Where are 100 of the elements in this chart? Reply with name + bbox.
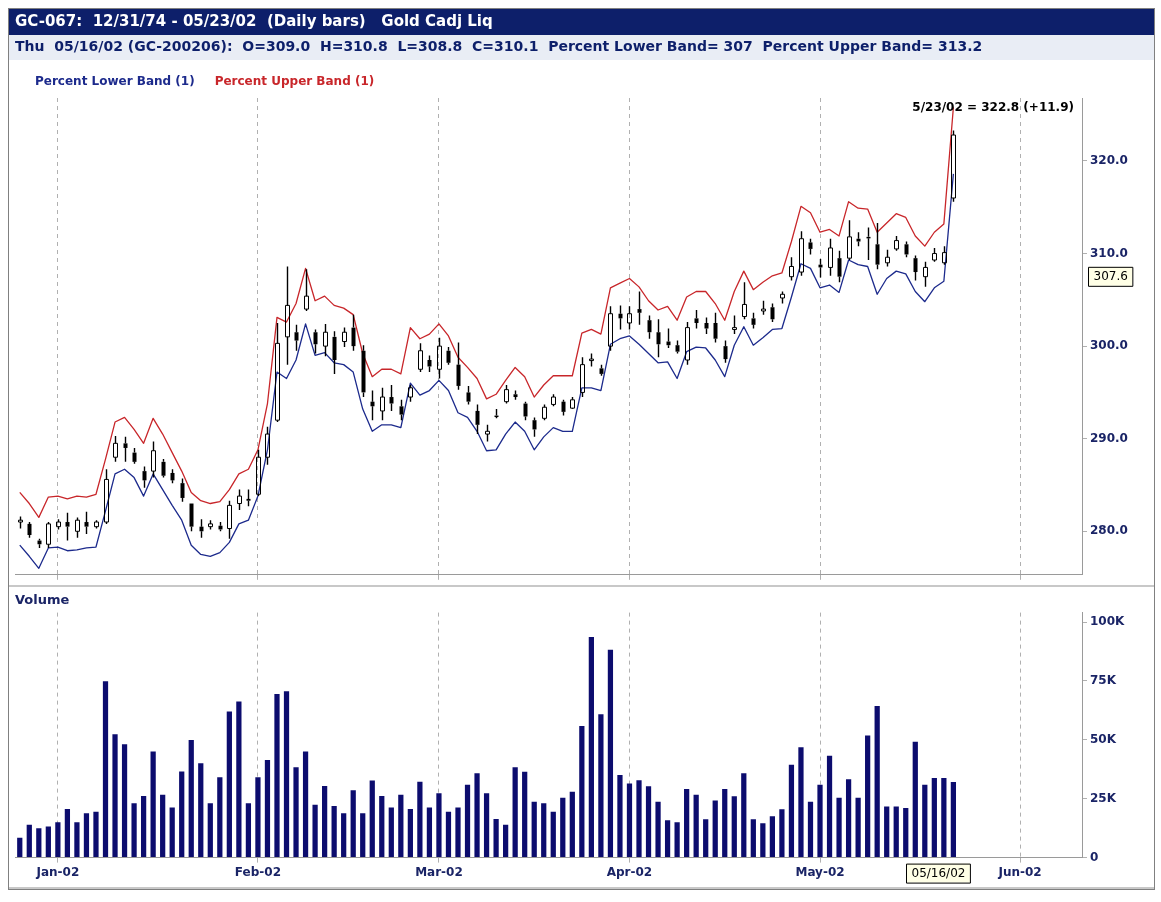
bar [541,803,547,858]
chart-subtitle: Thu 05/16/02 (GC-200206): O=309.0 H=310.8 L=308.8 C=310.1 Percent Lower Band= 307 Percent Upper Band= 313.2 [9,35,1154,60]
candlestick [123,436,128,463]
bar [102,681,109,858]
text: Percent Upper Band (1) [214,74,375,89]
bar [474,773,480,858]
bar [398,794,404,858]
candlestick [742,281,747,320]
bar [664,820,671,858]
bar [188,740,194,858]
bar [331,806,337,858]
bar [360,813,366,858]
bar [826,755,833,858]
y-tick-label: 310.0 [1090,245,1128,260]
candlestick [380,387,385,421]
bar [703,819,709,858]
bar [836,797,842,858]
bar [379,795,385,858]
bar [874,705,880,858]
bar [93,811,99,858]
bar [45,826,51,858]
bar [645,786,652,858]
y-tick-label: 290.0 [1090,430,1128,445]
bar [274,694,280,858]
bar [455,807,461,858]
bar [845,779,852,858]
bar [140,795,147,858]
bar [617,774,623,858]
bar [36,828,42,858]
bar [922,784,928,858]
y-tick-label: 320.0 [1090,153,1128,168]
bar [341,813,347,858]
bar [322,785,328,858]
bar [55,822,61,858]
bar [760,823,766,858]
bar [560,797,566,858]
bar [17,837,23,858]
candlestick [304,268,309,312]
candlestick [323,323,328,358]
bar [788,764,795,858]
bar [121,744,128,858]
bar [722,789,728,858]
bar [302,751,309,858]
bar [684,789,690,858]
bar [169,807,175,858]
bar [483,793,490,858]
bar [941,777,947,858]
y-tick-label: 280.0 [1090,523,1128,538]
bar [207,803,213,858]
bar [731,796,737,858]
bar [264,760,271,858]
bar [74,822,80,858]
bar [369,780,375,858]
bar [522,771,528,858]
x-tick-label: Jun-02 [997,864,1042,879]
candlestick [847,219,852,261]
bar [503,824,509,858]
bar [569,791,575,858]
bar [607,649,614,858]
bar [312,804,318,858]
x-tick-label: Jan-02 [35,864,80,879]
bar [150,751,156,858]
bar [588,637,594,858]
bar [407,809,413,858]
bar [712,800,718,858]
bar [26,824,32,858]
bar [198,763,204,858]
bar [226,711,232,858]
bar [798,747,804,858]
chart-title: GC-067: 12/31/74 - 05/23/02 (Daily bars) Gold Cadj Liq [9,9,1154,35]
x-tick-label: May-02 [795,864,845,879]
x-tick-label: Feb-02 [234,864,281,879]
bar [83,813,90,858]
candlestick [332,330,337,375]
bar [636,780,642,858]
bar [179,771,185,858]
bar [436,793,442,858]
y-tick-label: 75K [1090,673,1117,688]
bar [750,819,756,858]
bar [807,801,814,858]
bar [674,822,680,858]
annotation: 5/23/02 = 322.8 (+11.9) [912,100,1074,115]
candlestick [637,290,642,326]
bar [160,794,166,858]
bar [112,734,118,858]
y-tick-label: 0 [1090,849,1099,864]
bar [464,784,471,858]
text: 307.6 [1093,269,1128,284]
bar [426,807,433,858]
bar [741,773,747,858]
bar [779,809,785,858]
bar [131,803,137,858]
bar [626,783,633,858]
bar [693,794,699,858]
bar [817,784,823,858]
y-tick-label: 25K [1090,790,1117,805]
bar [912,741,918,858]
bar [865,735,871,858]
bar [388,807,394,858]
candlestick [65,512,70,542]
